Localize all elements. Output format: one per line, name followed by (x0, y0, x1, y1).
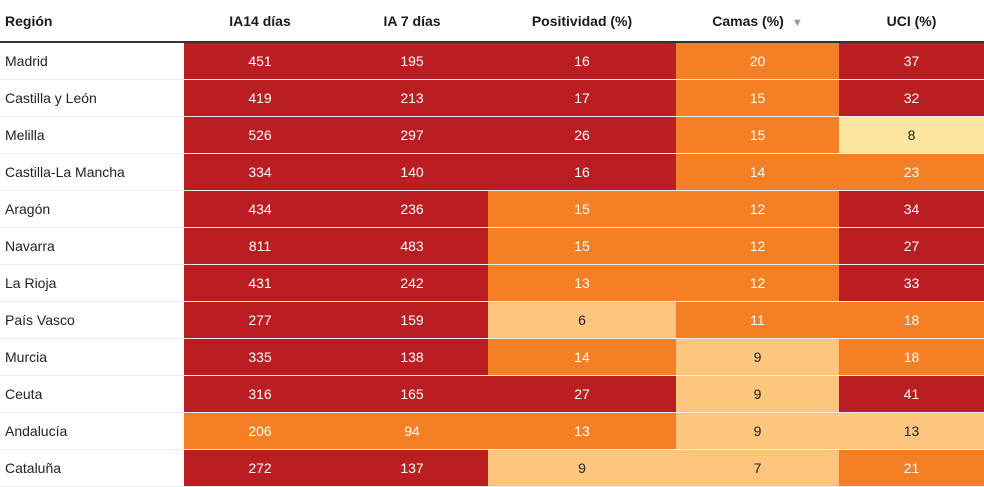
cell-ia14: 526 (184, 116, 336, 154)
cell-ia14: 206 (184, 412, 336, 450)
cell-region: Ceuta (0, 375, 184, 413)
cell-uci: 8 (839, 116, 984, 154)
cell-ia14: 811 (184, 227, 336, 265)
cell-ia14: 419 (184, 79, 336, 117)
table-row: Ceuta 316 165 27 9 41 (0, 375, 984, 413)
cell-ia14: 431 (184, 264, 336, 302)
table-row: Melilla 526 297 26 15 8 (0, 116, 984, 154)
cell-ia7: 159 (336, 301, 488, 339)
cell-camas: 9 (676, 412, 839, 450)
cell-region: Madrid (0, 42, 184, 80)
column-header-positividad[interactable]: Positividad (%) (488, 0, 676, 43)
cell-camas: 7 (676, 449, 839, 487)
cell-positividad: 15 (488, 190, 676, 228)
cell-ia7: 297 (336, 116, 488, 154)
cell-camas: 9 (676, 375, 839, 413)
column-header-region-label: Región (5, 12, 53, 29)
cell-ia7: 195 (336, 42, 488, 80)
cell-positividad: 26 (488, 116, 676, 154)
cell-positividad: 9 (488, 449, 676, 487)
cell-uci: 18 (839, 338, 984, 376)
cell-ia14: 335 (184, 338, 336, 376)
table-row: País Vasco 277 159 6 11 18 (0, 301, 984, 339)
table-row: Navarra 811 483 15 12 27 (0, 227, 984, 265)
column-header-ia14[interactable]: IA14 días (184, 0, 336, 43)
cell-camas: 15 (676, 79, 839, 117)
cell-uci: 18 (839, 301, 984, 339)
column-header-ia7-label: IA 7 días (383, 12, 441, 29)
column-header-ia14-label: IA14 días (229, 12, 291, 29)
cell-camas: 9 (676, 338, 839, 376)
cell-uci: 33 (839, 264, 984, 302)
cell-region: Cataluña (0, 449, 184, 487)
table-row: Aragón 434 236 15 12 34 (0, 190, 984, 228)
cell-region: País Vasco (0, 301, 184, 339)
table-row: Castilla-La Mancha 334 140 16 14 23 (0, 153, 984, 191)
cell-positividad: 27 (488, 375, 676, 413)
cell-ia14: 434 (184, 190, 336, 228)
header-row: Región IA14 días IA 7 días Positividad (… (0, 0, 984, 43)
cell-region: Aragón (0, 190, 184, 228)
table-row: Madrid 451 195 16 20 37 (0, 42, 984, 80)
cell-ia14: 316 (184, 375, 336, 413)
cell-positividad: 15 (488, 227, 676, 265)
cell-region: Castilla y León (0, 79, 184, 117)
cell-uci: 21 (839, 449, 984, 487)
cell-ia7: 483 (336, 227, 488, 265)
column-header-ia7[interactable]: IA 7 días (336, 0, 488, 43)
cell-positividad: 14 (488, 338, 676, 376)
cell-uci: 13 (839, 412, 984, 450)
cell-ia14: 277 (184, 301, 336, 339)
cell-ia14: 451 (184, 42, 336, 80)
table-row: Castilla y León 419 213 17 15 32 (0, 79, 984, 117)
cell-ia7: 140 (336, 153, 488, 191)
cell-region: La Rioja (0, 264, 184, 302)
cell-uci: 27 (839, 227, 984, 265)
cell-ia7: 236 (336, 190, 488, 228)
cell-region: Castilla-La Mancha (0, 153, 184, 191)
column-header-region[interactable]: Región (0, 0, 184, 43)
column-header-uci-label: UCI (%) (886, 12, 937, 29)
cell-uci: 37 (839, 42, 984, 80)
table-row: Cataluña 272 137 9 7 21 (0, 449, 984, 487)
cell-positividad: 16 (488, 42, 676, 80)
cell-camas: 11 (676, 301, 839, 339)
cell-positividad: 13 (488, 264, 676, 302)
table-row: Murcia 335 138 14 9 18 (0, 338, 984, 376)
cell-region: Andalucía (0, 412, 184, 450)
cell-positividad: 13 (488, 412, 676, 450)
column-header-uci[interactable]: UCI (%) (839, 0, 984, 43)
cell-ia7: 213 (336, 79, 488, 117)
cell-ia7: 94 (336, 412, 488, 450)
cell-ia14: 272 (184, 449, 336, 487)
table-row: Andalucía 206 94 13 9 13 (0, 412, 984, 450)
cell-region: Navarra (0, 227, 184, 265)
cell-region: Melilla (0, 116, 184, 154)
cell-camas: 14 (676, 153, 839, 191)
cell-uci: 32 (839, 79, 984, 117)
table-row: La Rioja 431 242 13 12 33 (0, 264, 984, 302)
cell-ia7: 242 (336, 264, 488, 302)
cell-uci: 34 (839, 190, 984, 228)
cell-uci: 23 (839, 153, 984, 191)
cell-positividad: 17 (488, 79, 676, 117)
column-header-positividad-label: Positividad (%) (531, 12, 633, 29)
column-header-camas[interactable]: Camas (%) ▼ (676, 0, 839, 43)
cell-ia7: 165 (336, 375, 488, 413)
cell-ia14: 334 (184, 153, 336, 191)
cell-positividad: 6 (488, 301, 676, 339)
cell-camas: 12 (676, 264, 839, 302)
sort-descending-icon[interactable]: ▼ (791, 16, 803, 29)
cell-camas: 12 (676, 190, 839, 228)
cell-ia7: 137 (336, 449, 488, 487)
cell-camas: 15 (676, 116, 839, 154)
cell-positividad: 16 (488, 153, 676, 191)
cell-region: Murcia (0, 338, 184, 376)
cell-camas: 12 (676, 227, 839, 265)
cell-camas: 20 (676, 42, 839, 80)
cell-uci: 41 (839, 375, 984, 413)
column-header-camas-label: Camas (%) (712, 12, 784, 29)
cell-ia7: 138 (336, 338, 488, 376)
